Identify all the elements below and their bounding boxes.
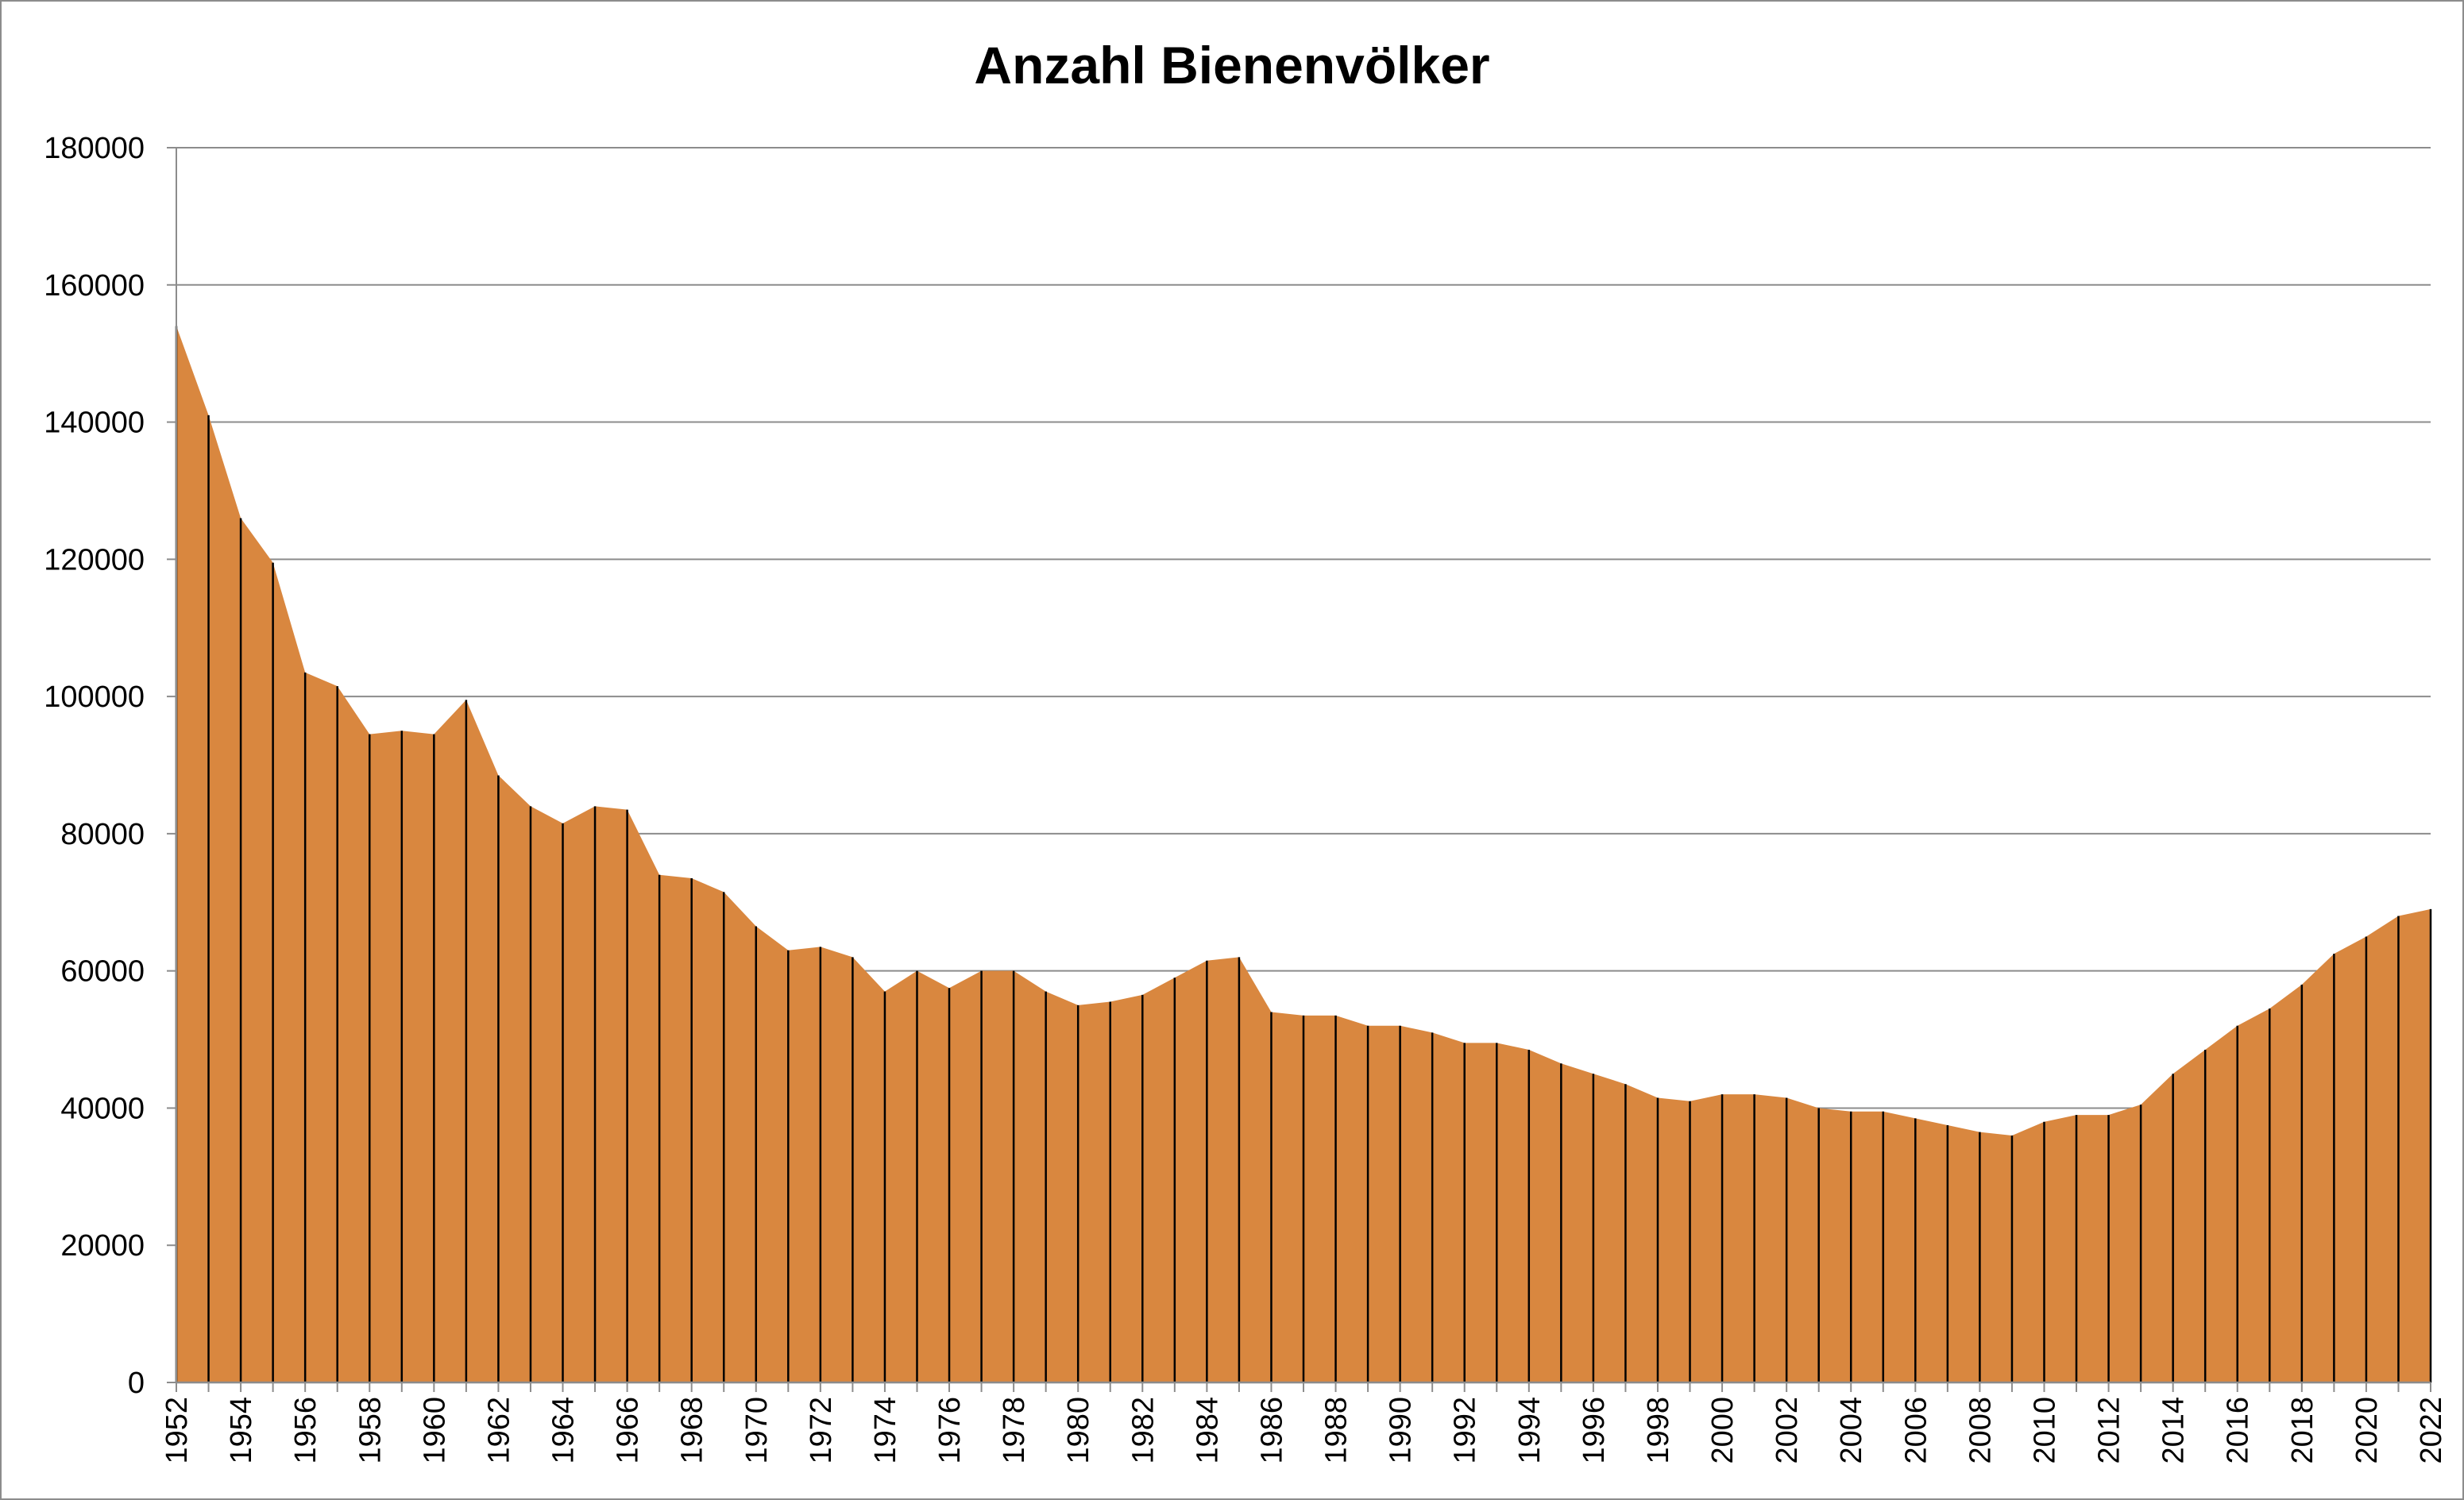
x-axis-labels: 1952 1954 1956 1958 1960 1962 1964 1966 1968 1970…	[160, 1397, 2448, 1464]
y-tick-label: 40000	[60, 1092, 145, 1125]
y-tick-label: 160000	[44, 269, 145, 303]
x-tick-label: 1960	[418, 1397, 451, 1464]
x-tick-label: 1964	[547, 1397, 581, 1464]
y-tick-label: 140000	[44, 407, 145, 440]
x-tick-label: 1958	[353, 1397, 387, 1464]
x-tick-label: 2018	[2286, 1397, 2319, 1464]
x-tick-label: 1954	[225, 1397, 258, 1464]
y-tick-label: 0	[128, 1367, 145, 1400]
x-tick-label: 1962	[482, 1397, 516, 1464]
y-tick-label: 20000	[60, 1229, 145, 1263]
x-tick-label: 1952	[160, 1397, 194, 1464]
x-tick-label: 2016	[2222, 1397, 2255, 1464]
x-tick-label: 1966	[612, 1397, 645, 1464]
x-tick-label: 1992	[1449, 1397, 1482, 1464]
x-tick-label: 1988	[1320, 1397, 1354, 1464]
y-tick-label: 120000	[44, 543, 145, 576]
area-layer	[176, 326, 2431, 1383]
x-tick-label: 2000	[1706, 1397, 1740, 1464]
x-tick-label: 2006	[1899, 1397, 1933, 1464]
x-tick-label: 1956	[289, 1397, 322, 1464]
x-tick-label: 1970	[740, 1397, 774, 1464]
y-tick-label: 80000	[60, 818, 145, 851]
x-tick-label: 1994	[1513, 1397, 1547, 1464]
chart-title: Anzahl Bienenvölker	[974, 36, 1490, 94]
axes	[167, 147, 2431, 1392]
x-tick-label: 2012	[2093, 1397, 2126, 1464]
y-tick-label: 180000	[44, 132, 145, 165]
x-tick-label: 1984	[1191, 1397, 1224, 1464]
y-tick-label: 100000	[44, 681, 145, 714]
x-tick-label: 1972	[805, 1397, 838, 1464]
x-tick-label: 2022	[2415, 1397, 2448, 1464]
x-tick-label: 1968	[676, 1397, 709, 1464]
area-series	[176, 326, 2431, 1383]
x-tick-label: 2020	[2350, 1397, 2384, 1464]
x-tick-label: 2004	[1835, 1397, 1868, 1464]
y-tick-label: 60000	[60, 955, 145, 989]
x-tick-label: 1974	[869, 1397, 902, 1464]
x-tick-label: 2008	[1964, 1397, 1997, 1464]
x-tick-label: 1982	[1126, 1397, 1160, 1464]
x-tick-label: 1996	[1578, 1397, 1611, 1464]
x-tick-label: 2014	[2157, 1397, 2191, 1464]
x-tick-label: 2002	[1771, 1397, 1804, 1464]
y-axis-labels: 0 20000 40000 60000 80000 100000 120000 140000 1…	[44, 132, 145, 1400]
x-tick-label: 1980	[1062, 1397, 1095, 1464]
x-tick-label: 1986	[1255, 1397, 1288, 1464]
x-tick-label: 2010	[2028, 1397, 2061, 1464]
x-tick-label: 1978	[998, 1397, 1031, 1464]
x-tick-label: 1976	[933, 1397, 967, 1464]
x-tick-label: 1998	[1642, 1397, 1675, 1464]
x-tick-label: 1990	[1385, 1397, 1418, 1464]
